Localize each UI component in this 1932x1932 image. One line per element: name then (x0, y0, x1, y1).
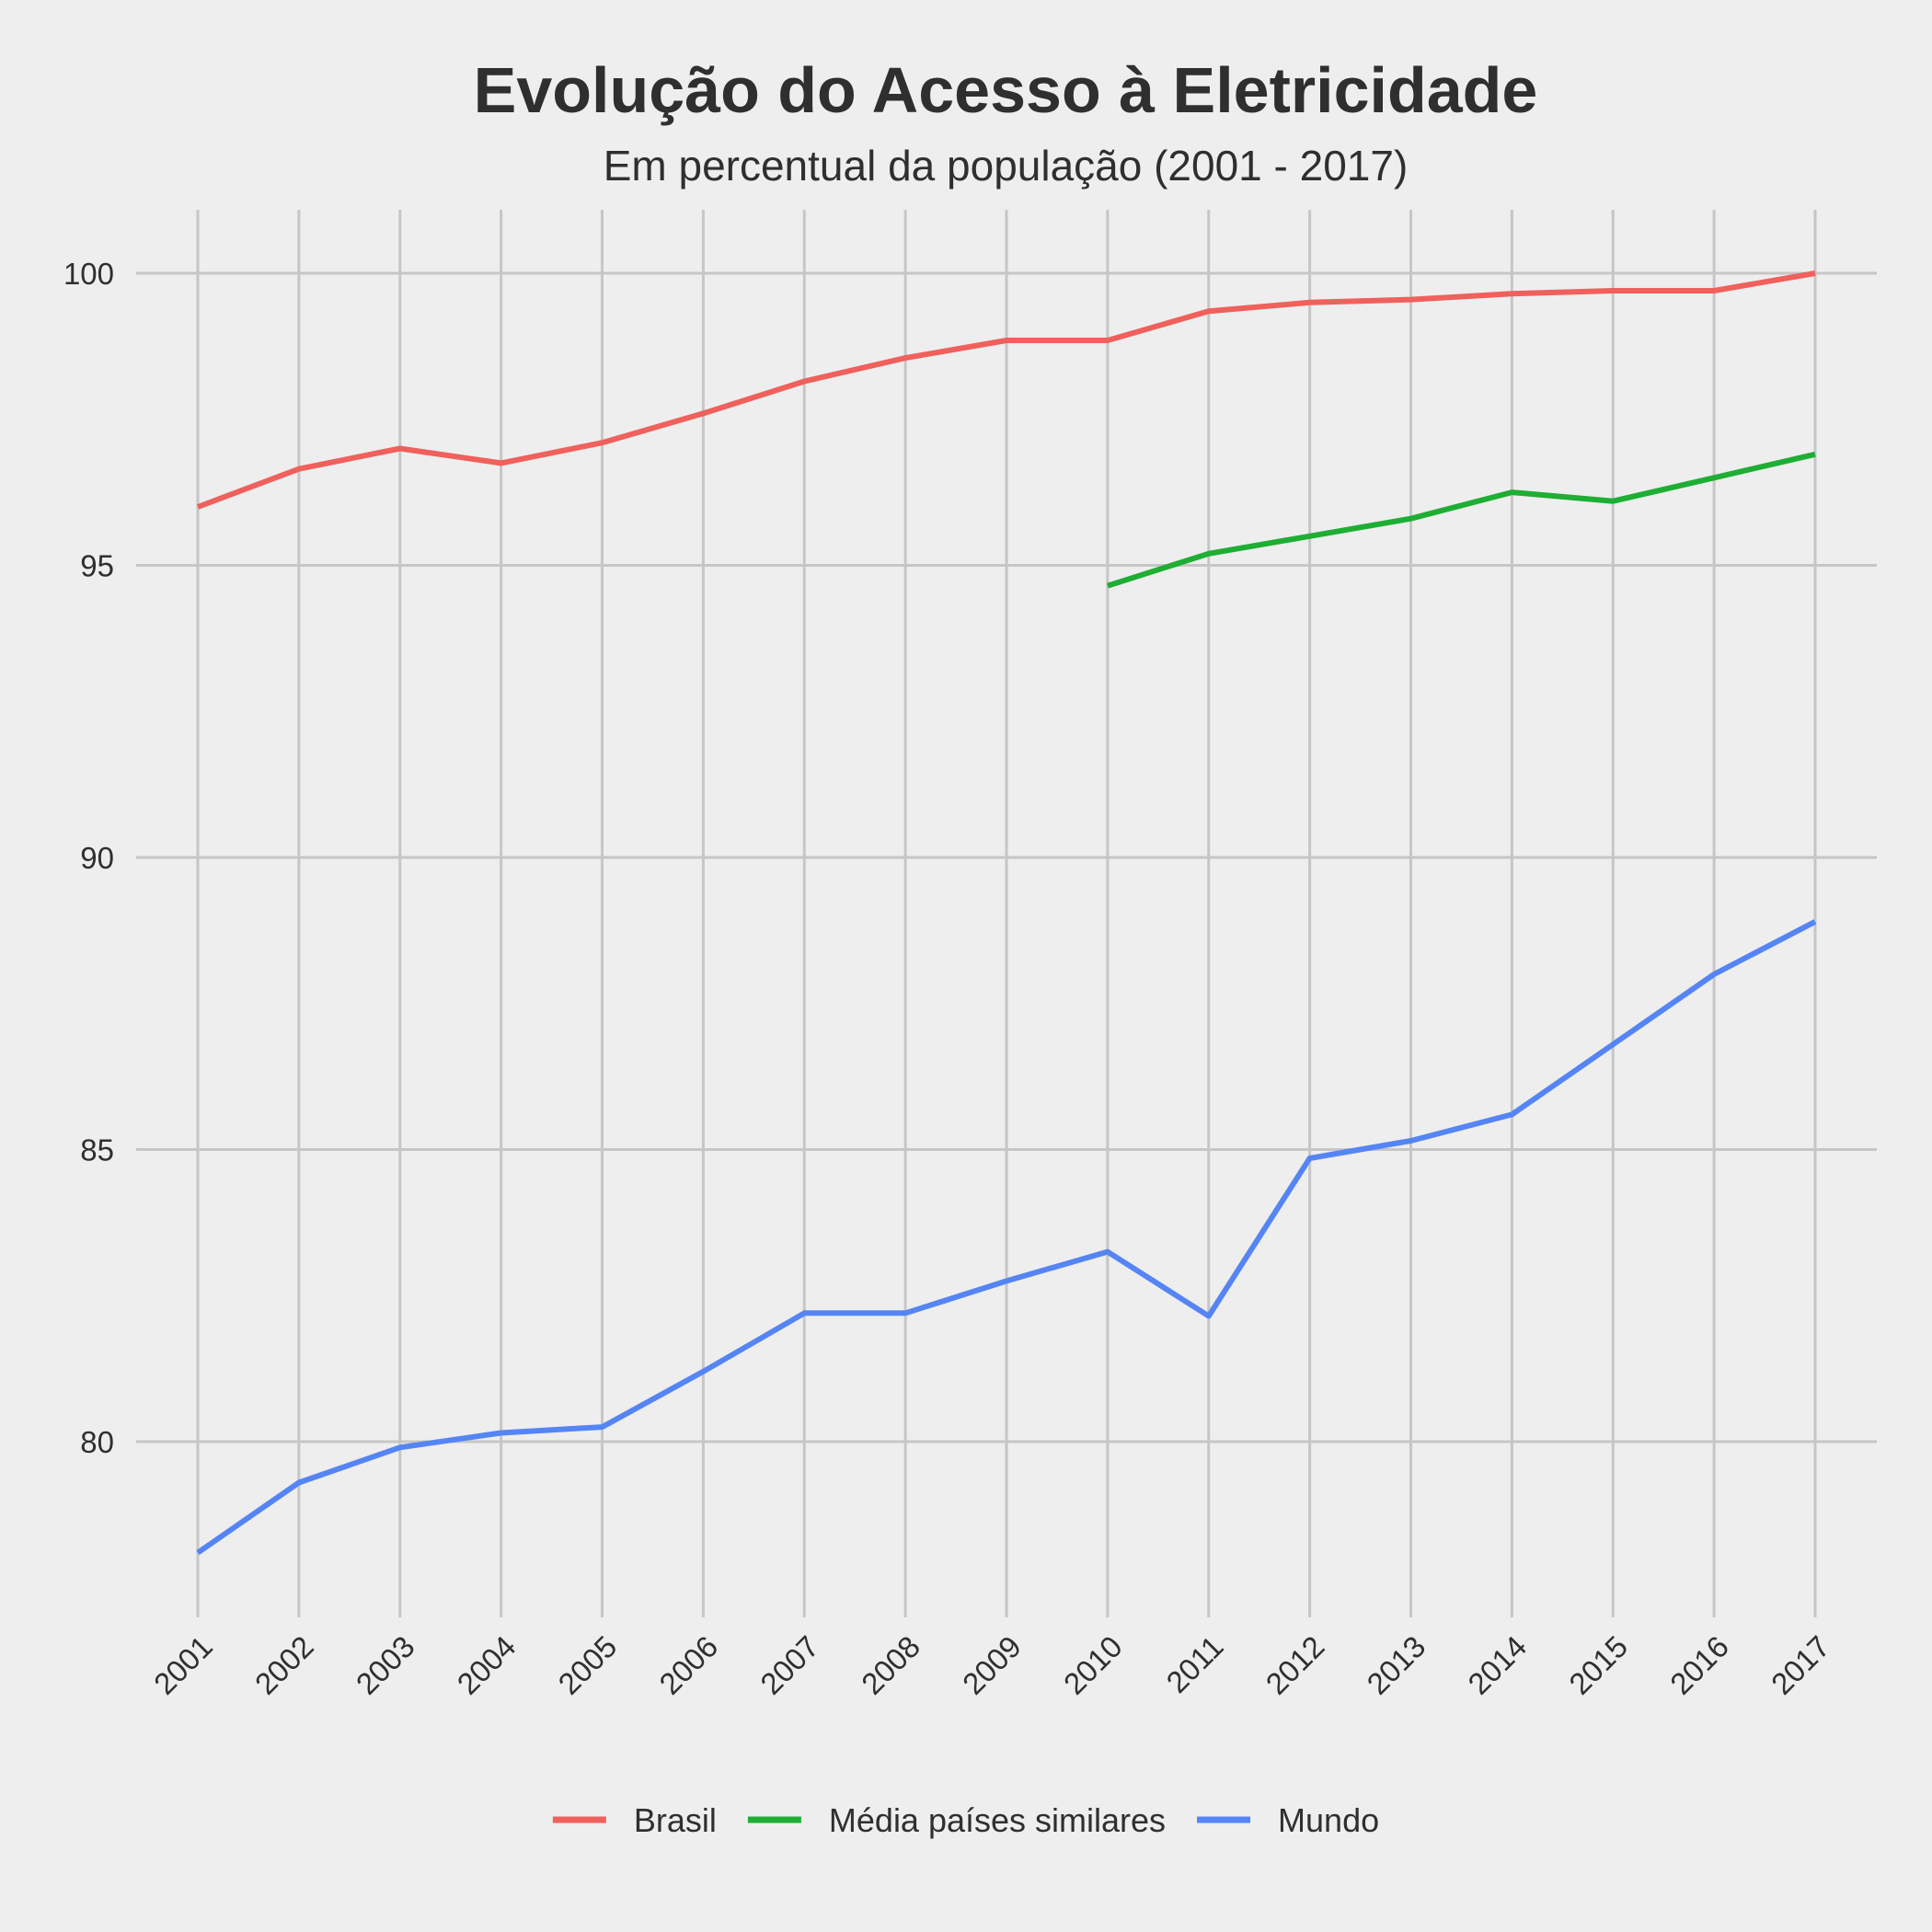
x-tick-label-2007: 2007 (753, 1629, 825, 1701)
grid-lines (136, 210, 1877, 1617)
x-tick-label-2002: 2002 (248, 1629, 320, 1701)
x-axis-tick-labels: 2001 2002 2003 2004 2005 2006 2007 2008 2009 2010… (147, 1629, 1836, 1701)
series-lines (196, 270, 1817, 1556)
x-tick-label-2014: 2014 (1461, 1629, 1533, 1701)
legend-label-0: Brasil (634, 1801, 717, 1839)
x-tick-label-2016: 2016 (1663, 1629, 1735, 1701)
series-line-1 (1106, 451, 1816, 589)
x-tick-label-2005: 2005 (551, 1629, 623, 1701)
x-tick-label-2009: 2009 (956, 1629, 1028, 1701)
y-tick-label-100: 100 (63, 257, 114, 291)
y-tick-label-95: 95 (80, 549, 114, 583)
x-tick-label-2004: 2004 (450, 1629, 522, 1701)
x-tick-label-2015: 2015 (1562, 1629, 1634, 1701)
y-tick-label-90: 90 (80, 841, 114, 875)
y-tick-label-85: 85 (80, 1133, 114, 1167)
x-tick-label-2001: 2001 (147, 1629, 219, 1701)
chart-title: Evolução do Acesso à Eletricidade (474, 54, 1538, 126)
x-tick-label-2008: 2008 (855, 1629, 926, 1701)
x-tick-label-2012: 2012 (1259, 1629, 1330, 1701)
chart-subtitle: Em percentual da população (2001 - 2017) (604, 142, 1409, 190)
y-tick-label-80: 80 (80, 1425, 114, 1459)
legend-label-1: Média países similares (829, 1801, 1166, 1839)
x-tick-label-2010: 2010 (1057, 1629, 1129, 1701)
series-line-2 (196, 919, 1817, 1556)
x-tick-label-2006: 2006 (652, 1629, 724, 1701)
legend: Brasil Média países similares Mundo (552, 1801, 1379, 1839)
series-line-0 (196, 270, 1816, 510)
x-tick-label-2011: 2011 (1159, 1629, 1229, 1699)
x-tick-label-2003: 2003 (350, 1629, 421, 1701)
y-axis-tick-labels: 80 85 90 95 100 (63, 257, 114, 1459)
legend-label-2: Mundo (1278, 1801, 1379, 1839)
x-tick-label-2017: 2017 (1765, 1629, 1836, 1701)
x-tick-label-2013: 2013 (1360, 1629, 1432, 1701)
